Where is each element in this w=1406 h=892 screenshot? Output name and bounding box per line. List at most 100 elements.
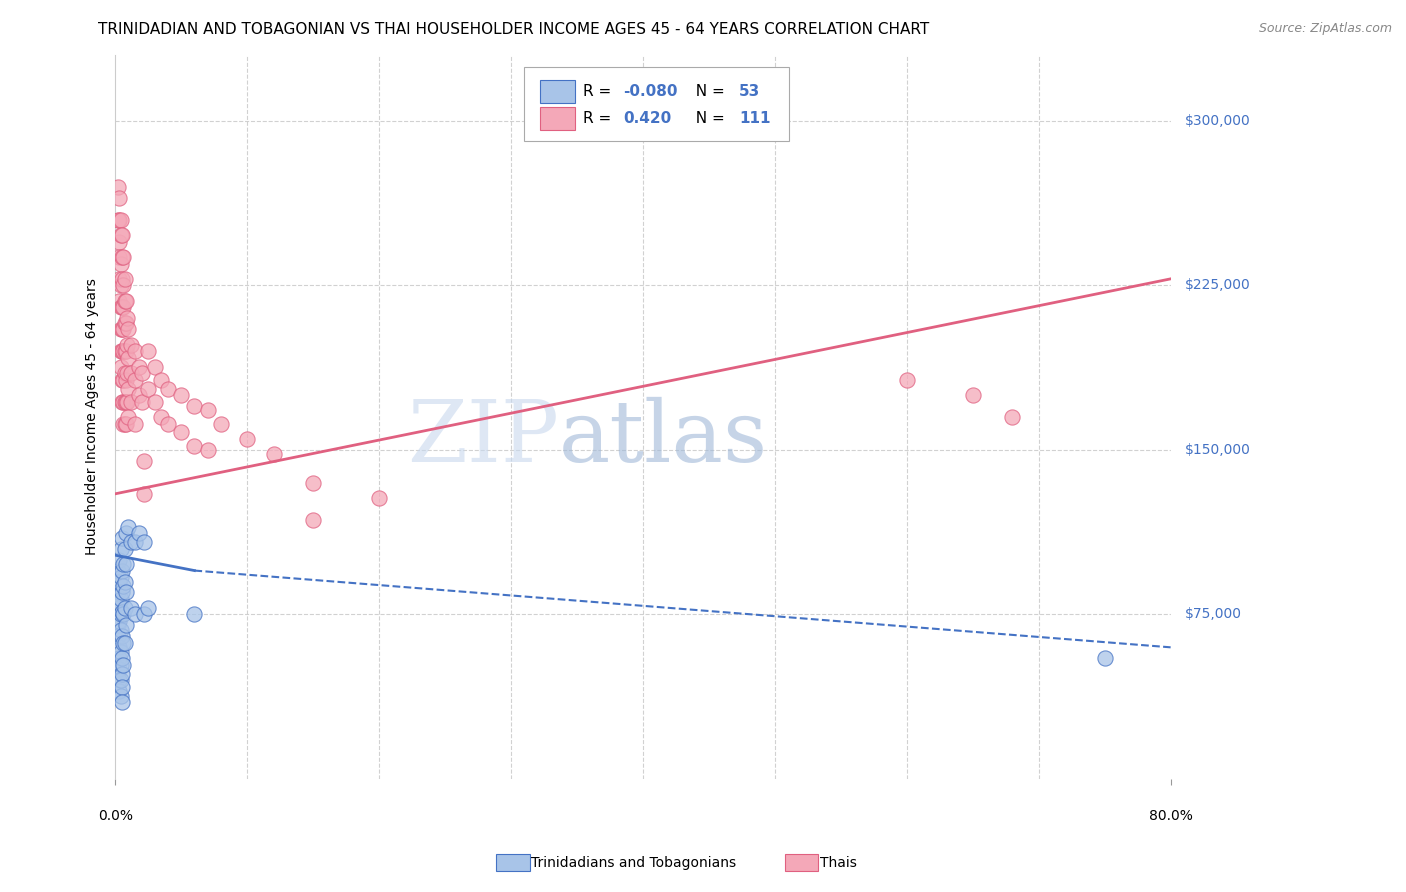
Point (107, 629, 129, 643)
Point (108, 250, 131, 264)
Point (108, 673, 131, 688)
Point (111, 531, 134, 545)
Point (112, 250, 135, 264)
Point (962, 388, 984, 402)
Point (209, 417, 232, 431)
Point (108, 574, 131, 589)
Point (117, 410, 139, 425)
Text: R =: R = (583, 112, 621, 127)
Point (117, 351, 139, 365)
Point (111, 666, 134, 681)
Point (112, 394, 135, 409)
Text: Trinidadians and Tobagonians: Trinidadians and Tobagonians (531, 855, 737, 870)
Point (114, 417, 136, 431)
Point (111, 227, 134, 242)
Point (107, 585, 129, 599)
Point (108, 552, 131, 566)
Point (111, 344, 134, 359)
Point (114, 293, 136, 308)
Point (134, 454, 156, 468)
Point (111, 605, 134, 619)
Point (110, 592, 132, 607)
Point (1001, 410, 1024, 425)
Text: R =: R = (583, 84, 616, 99)
Point (114, 394, 136, 409)
Point (107, 618, 129, 632)
Point (236, 432, 259, 446)
FancyBboxPatch shape (540, 107, 575, 130)
Point (134, 607, 156, 622)
Point (111, 272, 134, 286)
Point (111, 373, 134, 387)
Point (111, 301, 134, 315)
Point (157, 417, 180, 431)
Point (110, 607, 132, 622)
Point (124, 607, 146, 622)
Text: $300,000: $300,000 (1184, 114, 1250, 128)
Point (111, 651, 134, 665)
Point (131, 366, 153, 380)
Point (112, 373, 135, 387)
Point (110, 541, 132, 556)
Point (124, 373, 146, 387)
Point (197, 403, 219, 417)
Point (114, 600, 136, 615)
Point (124, 417, 146, 431)
Point (114, 417, 136, 431)
Point (111, 250, 134, 264)
Point (108, 235, 131, 249)
Point (110, 344, 132, 359)
Y-axis label: Householder Income Ages 45 - 64 years: Householder Income Ages 45 - 64 years (86, 278, 100, 556)
Point (136, 344, 159, 359)
Point (114, 557, 136, 571)
Point (110, 623, 132, 637)
Point (120, 600, 142, 615)
Point (110, 673, 132, 688)
Text: atlas: atlas (558, 397, 768, 480)
Point (150, 410, 173, 425)
Point (128, 526, 150, 541)
Text: N =: N = (686, 84, 730, 99)
Point (183, 607, 205, 622)
Point (117, 322, 139, 336)
Point (183, 438, 205, 452)
Point (112, 301, 135, 315)
Point (263, 447, 285, 461)
Point (114, 618, 136, 632)
Point (143, 359, 166, 374)
Point (115, 394, 138, 409)
Point (110, 657, 132, 672)
Point (120, 535, 142, 549)
Point (114, 344, 136, 359)
Point (170, 388, 193, 402)
Text: -0.080: -0.080 (623, 84, 678, 99)
Point (114, 344, 136, 359)
Text: 111: 111 (740, 112, 770, 127)
Text: 0.0%: 0.0% (98, 809, 132, 823)
Point (110, 212, 132, 227)
Point (112, 278, 135, 293)
Point (108, 272, 131, 286)
Point (111, 394, 134, 409)
Point (170, 425, 193, 440)
Point (114, 394, 136, 409)
Point (114, 316, 136, 330)
Point (108, 293, 131, 308)
Text: Thais: Thais (820, 855, 856, 870)
Text: 80.0%: 80.0% (1149, 809, 1192, 823)
Point (302, 513, 325, 527)
Text: $150,000: $150,000 (1184, 443, 1250, 457)
Point (115, 311, 138, 326)
Point (112, 657, 135, 672)
Text: Source: ZipAtlas.com: Source: ZipAtlas.com (1258, 22, 1392, 36)
Text: N =: N = (686, 112, 730, 127)
Point (107, 179, 129, 194)
Point (107, 564, 129, 578)
Point (114, 574, 136, 589)
Point (110, 301, 132, 315)
Point (112, 579, 135, 593)
Point (112, 607, 135, 622)
Point (107, 600, 129, 615)
Point (112, 344, 135, 359)
Point (108, 662, 131, 676)
